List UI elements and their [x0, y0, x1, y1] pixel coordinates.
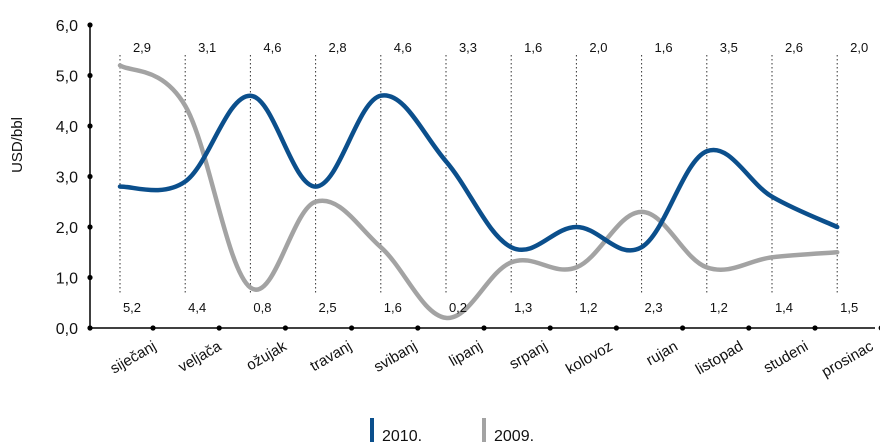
data-label-2010: 1,6	[524, 40, 542, 55]
data-label-2010: 2,9	[133, 40, 151, 55]
x-tick-dot	[481, 325, 487, 331]
data-label-2009: 1,6	[384, 300, 402, 315]
x-tick-label: rujan	[643, 338, 680, 369]
data-label-2010: 3,3	[459, 40, 477, 55]
x-tick-label: ožujak	[244, 338, 290, 375]
x-tick-label: travanj	[307, 338, 354, 375]
data-label-2009: 2,3	[645, 300, 663, 315]
x-tick-dot	[282, 325, 288, 331]
legend: 2010. 2009.	[370, 418, 534, 445]
data-label-2010: 2,0	[589, 40, 607, 55]
x-tick-dot	[812, 325, 818, 331]
data-labels: 2,9 3,1 4,6 2,8 4,6 3,3 1,6 2,0 1,6 3,5 2,6 2,0 5,2 4…	[123, 40, 868, 315]
y-tick-dot	[87, 123, 93, 129]
data-label-2010: 2,6	[785, 40, 803, 55]
series-line-2009	[117, 63, 840, 321]
legend-label: 2009.	[494, 428, 534, 445]
legend-swatch	[370, 418, 374, 442]
y-tick-label: 2,0	[56, 220, 78, 237]
x-tick-label: svibanj	[371, 338, 420, 376]
y-tick-dot	[87, 274, 93, 281]
data-label-2009: 1,5	[840, 300, 858, 315]
x-tick-label: kolovoz	[563, 338, 616, 378]
data-label-2009: 0,8	[253, 300, 271, 315]
legend-swatch	[482, 418, 486, 442]
x-tick-dot	[746, 325, 752, 331]
y-tick-label: 0,0	[56, 321, 78, 338]
x-tick-dot	[680, 325, 686, 331]
series-line-2010	[117, 93, 840, 253]
x-tick-dot	[613, 325, 620, 331]
x-tick-dot	[150, 325, 156, 331]
y-tick-dot	[87, 173, 93, 180]
x-tick-label: listopad	[693, 338, 746, 379]
data-label-2010: 4,6	[394, 40, 412, 55]
data-label-2010: 3,1	[198, 40, 216, 55]
y-tick-label: 5,0	[56, 69, 78, 86]
x-tick-label: srpanj	[507, 338, 551, 373]
data-label-2009: 1,2	[710, 300, 728, 315]
data-label-2010: 4,6	[263, 40, 281, 55]
data-label-2010: 2,0	[850, 40, 868, 55]
data-label-2009: 2,5	[319, 300, 337, 315]
legend-label: 2010.	[382, 428, 422, 445]
x-tick-label: lipanj	[446, 338, 485, 370]
x-axis: siječanj veljača ožujak travanj svibanj lipan…	[90, 325, 880, 381]
data-label-2010: 3,5	[720, 40, 738, 55]
data-label-2009: 1,2	[579, 300, 597, 315]
data-label-2009: 0,2	[449, 300, 467, 315]
x-tick-label: prosinac	[819, 338, 877, 381]
y-axis: 0,0 1,0 2,0 3,0 4,0 5,0 6,0	[56, 18, 93, 338]
y-tick-dot	[87, 22, 93, 28]
data-label-guides	[119, 55, 838, 295]
x-tick-dot	[216, 325, 222, 331]
data-label-2009: 4,4	[188, 300, 206, 315]
y-tick-dot	[87, 224, 93, 230]
data-label-2009: 1,3	[514, 300, 532, 315]
x-tick-label: studeni	[761, 338, 811, 377]
data-label-2009: 1,4	[775, 300, 793, 315]
x-tick-dot	[547, 325, 553, 331]
y-tick-label: 6,0	[56, 18, 78, 35]
y-tick-dot	[87, 72, 93, 79]
x-tick-dot	[415, 325, 421, 331]
y-tick-label: 1,0	[56, 271, 78, 288]
data-label-2009: 5,2	[123, 300, 141, 315]
y-axis-label: USD/bbl	[9, 117, 26, 173]
x-tick-label: veljača	[175, 337, 225, 375]
data-label-2010: 1,6	[655, 40, 673, 55]
data-label-2010: 2,8	[329, 40, 347, 55]
x-tick-dot	[349, 325, 355, 331]
y-tick-label: 3,0	[56, 170, 78, 187]
x-tick-label: siječanj	[107, 338, 159, 378]
y-tick-label: 4,0	[56, 119, 78, 136]
series-lines	[117, 63, 840, 321]
